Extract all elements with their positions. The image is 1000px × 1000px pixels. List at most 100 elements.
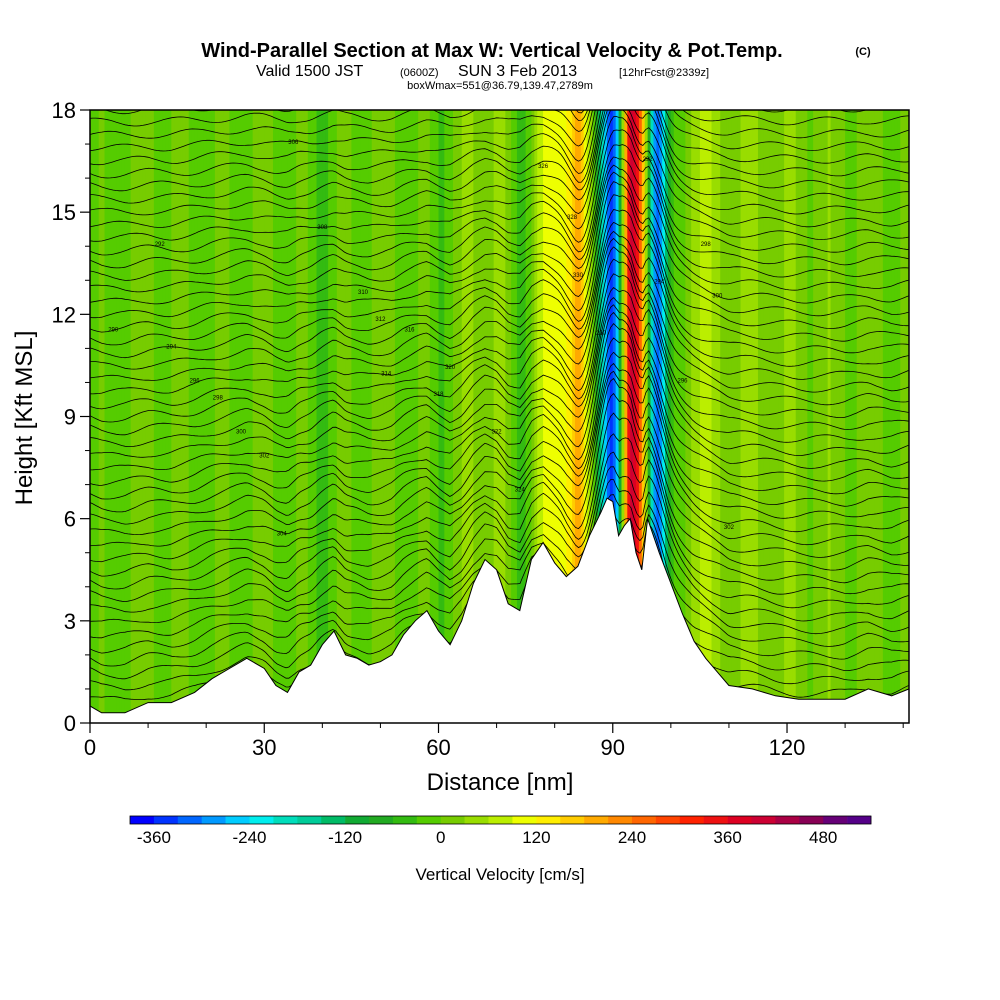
theta-contour-line xyxy=(104,110,868,121)
w-field-column xyxy=(432,110,437,723)
w-field-column xyxy=(142,110,146,723)
w-field-column xyxy=(755,110,759,723)
colorbar-swatch xyxy=(130,816,155,824)
w-field-column xyxy=(688,110,692,723)
theta-contour-line xyxy=(90,494,909,639)
colorbar-swatch xyxy=(679,816,704,824)
w-field-column xyxy=(127,110,132,723)
theta-contour-line xyxy=(90,110,909,174)
w-field-column xyxy=(418,110,422,723)
theta-contour-label: 304 xyxy=(277,532,288,538)
w-field-column xyxy=(595,110,599,723)
theta-contour-label: 306 xyxy=(288,140,299,146)
w-field-column xyxy=(534,110,538,723)
w-field-column xyxy=(95,110,100,723)
w-field-column xyxy=(557,110,562,723)
w-field-column xyxy=(601,110,605,723)
w-field-column xyxy=(461,110,466,723)
w-field-column xyxy=(871,110,875,723)
w-field-column xyxy=(775,110,779,723)
w-field-column xyxy=(540,110,544,723)
w-field-column xyxy=(673,110,678,723)
w-field-column xyxy=(331,110,335,723)
w-field-column xyxy=(165,110,170,723)
x-tick-label: 60 xyxy=(426,735,450,760)
theta-contour-line xyxy=(90,304,909,458)
theta-contour-label: 312 xyxy=(375,317,386,323)
w-field-column xyxy=(363,110,367,723)
x-tick-label: 0 xyxy=(84,735,96,760)
colorbar-swatch xyxy=(416,816,442,824)
w-field-column xyxy=(630,110,634,723)
w-field-column xyxy=(278,110,283,723)
w-field-column xyxy=(589,110,594,723)
w-field-column xyxy=(479,110,483,723)
x-tick-label: 120 xyxy=(769,735,806,760)
w-field-column xyxy=(246,110,251,723)
w-field-column xyxy=(293,110,297,723)
w-field-column xyxy=(119,110,123,723)
w-field-column xyxy=(290,110,294,723)
theta-contour-line xyxy=(90,129,909,256)
w-field-column xyxy=(191,110,196,723)
w-field-column xyxy=(217,110,222,723)
colorbar-swatch xyxy=(536,816,561,824)
w-field-column xyxy=(415,110,419,723)
w-field-column xyxy=(743,110,747,723)
theta-contour-label: 314 xyxy=(381,372,392,378)
w-field-column xyxy=(903,110,907,723)
w-field-column xyxy=(528,110,533,723)
w-field-column xyxy=(365,110,370,723)
w-field-column xyxy=(403,110,408,723)
w-field-column xyxy=(162,110,167,723)
w-field-column xyxy=(772,110,776,723)
theta-contour-label: 300 xyxy=(236,430,247,436)
w-field-column xyxy=(139,110,143,723)
w-field-column xyxy=(694,110,698,723)
colorbar: -360 -240 -120 0 120 240 360 480 xyxy=(129,815,872,847)
w-field-column xyxy=(406,110,411,723)
theta-contour-line xyxy=(90,110,909,183)
w-field-column xyxy=(232,110,236,723)
theta-contour-line xyxy=(90,433,909,590)
colorbar-frame xyxy=(129,815,872,825)
theta-contour-label: 302 xyxy=(724,525,735,531)
subtitle-forecast: [12hrFcst@2339z] xyxy=(619,67,709,79)
w-field-column xyxy=(798,110,803,723)
w-field-column xyxy=(752,110,756,723)
w-field-column xyxy=(136,110,140,723)
theta-contour-label: 298 xyxy=(213,396,224,402)
w-field-column xyxy=(110,110,114,723)
w-field-column xyxy=(763,110,768,723)
theta-contour-line xyxy=(90,171,909,305)
w-field-column xyxy=(188,110,193,723)
w-field-column xyxy=(900,110,904,723)
x-tick-label: 30 xyxy=(252,735,276,760)
w-field-column xyxy=(159,110,164,723)
colorbar-swatch xyxy=(560,816,585,824)
w-field-column xyxy=(386,110,390,723)
theta-contour-line xyxy=(90,156,909,281)
colorbar-swatch xyxy=(273,816,298,824)
w-field-column xyxy=(516,110,521,723)
w-field-column xyxy=(287,110,291,723)
w-field-column xyxy=(383,110,387,723)
theta-contour-line xyxy=(90,466,909,613)
w-field-column xyxy=(659,110,663,723)
w-field-column xyxy=(168,110,172,723)
w-field-column xyxy=(859,110,864,723)
theta-contour-line xyxy=(90,221,909,359)
chart-title: Wind-Parallel Section at Max W: Vertical… xyxy=(201,40,782,62)
w-field-column xyxy=(818,110,823,723)
w-field-column xyxy=(696,110,701,723)
w-field-column xyxy=(92,110,97,723)
theta-contour-label: 320 xyxy=(445,365,456,371)
theta-contour-label: 296 xyxy=(190,378,201,384)
w-field-column xyxy=(255,110,260,723)
theta-contour-label: 330 xyxy=(573,273,584,279)
theta-contour-label: 310 xyxy=(358,290,369,296)
colorbar-tick-label: 120 xyxy=(522,828,550,847)
w-field-column xyxy=(789,110,794,723)
w-field-column xyxy=(470,110,474,723)
